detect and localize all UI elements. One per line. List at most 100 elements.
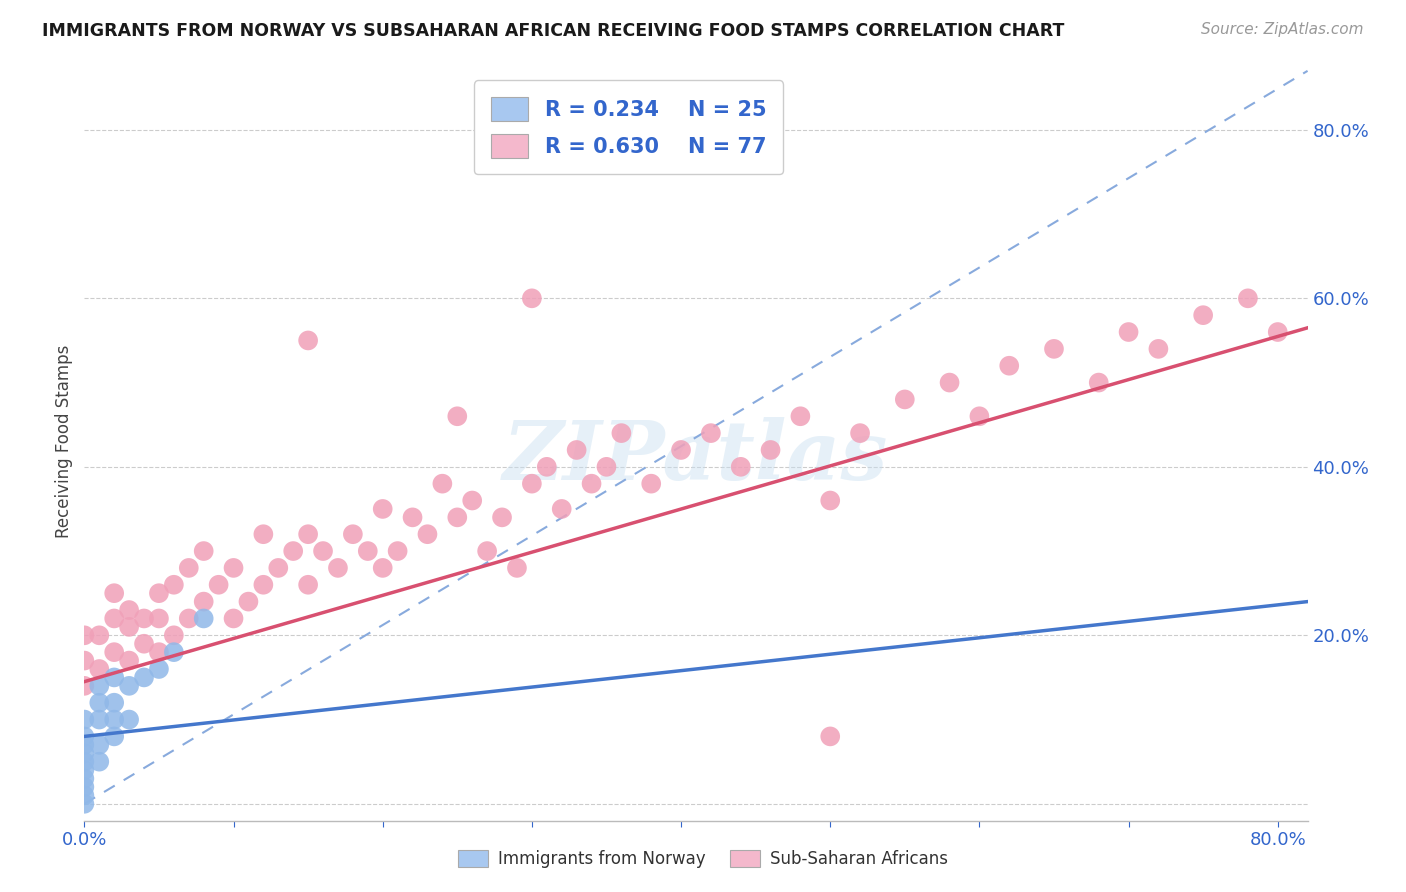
Point xyxy=(1237,291,1260,305)
Point xyxy=(520,291,543,305)
Point xyxy=(132,637,155,651)
Point xyxy=(103,713,125,727)
Point xyxy=(581,476,603,491)
Point xyxy=(177,611,200,625)
Text: Source: ZipAtlas.com: Source: ZipAtlas.com xyxy=(1201,22,1364,37)
Point xyxy=(610,426,633,441)
Point xyxy=(849,426,872,441)
Point xyxy=(551,502,574,516)
Point xyxy=(73,763,96,777)
Point xyxy=(177,561,200,575)
Point xyxy=(89,628,111,642)
Point xyxy=(446,510,468,524)
Point xyxy=(89,713,111,727)
Point xyxy=(73,654,96,668)
Point xyxy=(103,670,125,684)
Point xyxy=(163,645,186,659)
Legend: R = 0.234    N = 25, R = 0.630    N = 77: R = 0.234 N = 25, R = 0.630 N = 77 xyxy=(474,80,783,175)
Point xyxy=(595,459,617,474)
Point xyxy=(103,611,125,625)
Point xyxy=(565,442,588,457)
Point xyxy=(118,654,141,668)
Point xyxy=(89,662,111,676)
Point xyxy=(118,603,141,617)
Point xyxy=(207,578,229,592)
Point xyxy=(73,755,96,769)
Point xyxy=(252,527,274,541)
Point xyxy=(700,426,723,441)
Point xyxy=(148,662,170,676)
Point xyxy=(416,527,439,541)
Point xyxy=(73,628,96,642)
Point xyxy=(193,594,215,608)
Text: IMMIGRANTS FROM NORWAY VS SUBSAHARAN AFRICAN RECEIVING FOOD STAMPS CORRELATION C: IMMIGRANTS FROM NORWAY VS SUBSAHARAN AFR… xyxy=(42,22,1064,40)
Point xyxy=(475,544,498,558)
Point xyxy=(118,713,141,727)
Point xyxy=(297,334,319,348)
Point xyxy=(312,544,335,558)
Point xyxy=(222,611,245,625)
Point xyxy=(163,628,186,642)
Point xyxy=(387,544,409,558)
Point xyxy=(118,620,141,634)
Point xyxy=(148,586,170,600)
Point xyxy=(73,780,96,794)
Point xyxy=(759,442,782,457)
Point xyxy=(252,578,274,592)
Point xyxy=(969,409,991,424)
Point xyxy=(297,578,319,592)
Point xyxy=(730,459,752,474)
Point xyxy=(461,493,484,508)
Point xyxy=(938,376,960,390)
Point xyxy=(1087,376,1109,390)
Point xyxy=(357,544,380,558)
Point xyxy=(73,746,96,760)
Point xyxy=(148,645,170,659)
Point xyxy=(103,586,125,600)
Point xyxy=(103,730,125,744)
Point xyxy=(89,696,111,710)
Point xyxy=(1147,342,1170,356)
Point xyxy=(506,561,529,575)
Point xyxy=(193,611,215,625)
Point xyxy=(432,476,454,491)
Point xyxy=(73,772,96,786)
Point xyxy=(118,679,141,693)
Point xyxy=(222,561,245,575)
Point xyxy=(297,527,319,541)
Point xyxy=(103,645,125,659)
Point xyxy=(640,476,662,491)
Point xyxy=(283,544,305,558)
Point xyxy=(163,578,186,592)
Point xyxy=(267,561,290,575)
Point xyxy=(818,730,841,744)
Point xyxy=(193,544,215,558)
Point xyxy=(789,409,811,424)
Legend: Immigrants from Norway, Sub-Saharan Africans: Immigrants from Norway, Sub-Saharan Afri… xyxy=(451,843,955,875)
Point xyxy=(1118,325,1140,339)
Point xyxy=(73,713,96,727)
Point xyxy=(520,476,543,491)
Point xyxy=(148,611,170,625)
Point xyxy=(446,409,468,424)
Point xyxy=(1267,325,1289,339)
Point xyxy=(371,502,394,516)
Point xyxy=(894,392,917,407)
Text: ZIPatlas: ZIPatlas xyxy=(503,417,889,497)
Y-axis label: Receiving Food Stamps: Receiving Food Stamps xyxy=(55,345,73,538)
Point xyxy=(132,670,155,684)
Point xyxy=(326,561,349,575)
Point xyxy=(491,510,513,524)
Point xyxy=(89,738,111,752)
Point xyxy=(73,679,96,693)
Point xyxy=(238,594,260,608)
Point xyxy=(73,738,96,752)
Point xyxy=(89,679,111,693)
Point xyxy=(1192,308,1215,322)
Point xyxy=(73,789,96,803)
Point xyxy=(1043,342,1066,356)
Point xyxy=(73,730,96,744)
Point xyxy=(998,359,1021,373)
Point xyxy=(401,510,423,524)
Point xyxy=(89,755,111,769)
